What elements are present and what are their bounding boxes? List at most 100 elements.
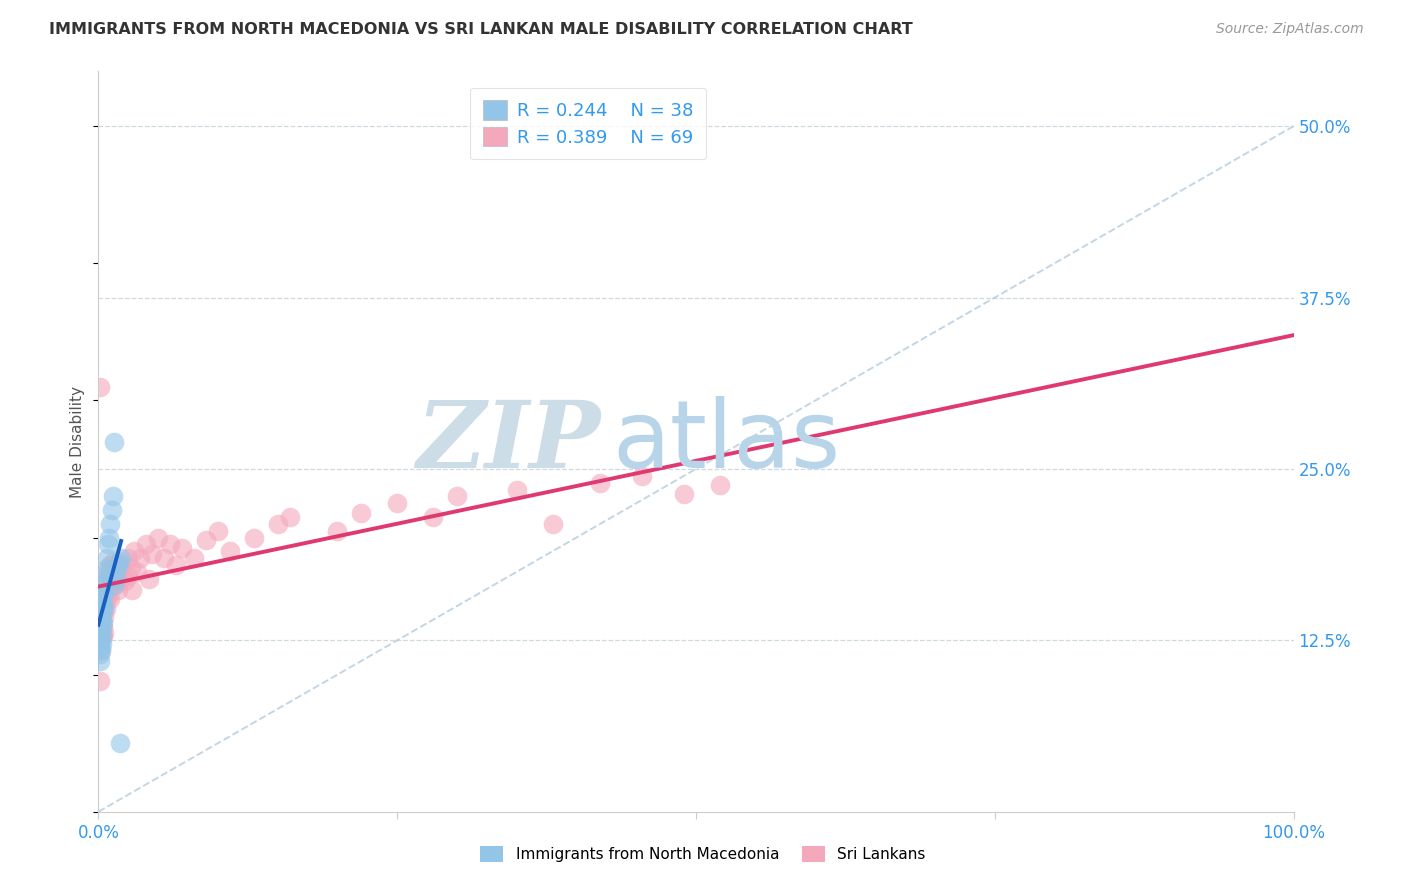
- Point: [93, 592, 115, 607]
- Point: [91, 585, 114, 599]
- Point: [107, 555, 129, 569]
- Point: [90, 643, 112, 657]
- Point: [101, 489, 124, 503]
- Point: [129, 551, 152, 566]
- Point: [97, 569, 120, 583]
- Text: ZIP: ZIP: [416, 397, 600, 486]
- Point: [91, 613, 114, 627]
- Point: [98, 558, 122, 572]
- Point: [148, 531, 170, 545]
- Point: [422, 510, 444, 524]
- Point: [385, 496, 409, 510]
- Point: [138, 572, 160, 586]
- Point: [107, 574, 129, 589]
- Point: [89, 626, 111, 640]
- Point: [90, 613, 112, 627]
- Point: [91, 629, 114, 643]
- Point: [105, 572, 128, 586]
- Point: [89, 633, 111, 648]
- Point: [98, 574, 122, 589]
- Point: [267, 516, 290, 531]
- Point: [165, 558, 187, 572]
- Point: [107, 558, 129, 572]
- Point: [631, 468, 654, 483]
- Point: [111, 558, 134, 572]
- Text: atlas: atlas: [613, 395, 841, 488]
- Point: [96, 592, 118, 607]
- Point: [94, 602, 117, 616]
- Point: [326, 524, 349, 538]
- Point: [100, 503, 122, 517]
- Point: [93, 602, 115, 616]
- Point: [125, 565, 148, 579]
- Point: [91, 615, 114, 630]
- Point: [117, 551, 139, 566]
- Point: [91, 629, 114, 643]
- Point: [195, 533, 218, 548]
- Point: [91, 626, 114, 640]
- Point: [90, 619, 112, 633]
- Text: Source: ZipAtlas.com: Source: ZipAtlas.com: [1216, 22, 1364, 37]
- Point: [90, 626, 112, 640]
- Point: [90, 606, 112, 620]
- Y-axis label: Male Disability: Male Disability: [70, 385, 86, 498]
- Point: [101, 555, 124, 569]
- Point: [98, 582, 121, 597]
- Point: [135, 537, 157, 551]
- Point: [159, 537, 181, 551]
- Point: [673, 486, 696, 500]
- Point: [94, 574, 117, 589]
- Point: [183, 551, 205, 566]
- Point: [278, 510, 301, 524]
- Point: [103, 578, 125, 592]
- Point: [97, 537, 120, 551]
- Point: [93, 588, 115, 602]
- Point: [91, 619, 114, 633]
- Point: [89, 674, 111, 689]
- Point: [541, 516, 564, 531]
- Point: [93, 626, 115, 640]
- Point: [91, 602, 114, 616]
- Point: [103, 565, 125, 579]
- Point: [93, 578, 115, 592]
- Point: [91, 613, 114, 627]
- Point: [114, 574, 136, 589]
- Point: [141, 547, 163, 561]
- Point: [153, 551, 176, 566]
- Point: [243, 531, 266, 545]
- Point: [100, 560, 122, 574]
- Point: [506, 483, 529, 497]
- Legend: Immigrants from North Macedonia, Sri Lankans: Immigrants from North Macedonia, Sri Lan…: [474, 840, 932, 868]
- Point: [117, 569, 139, 583]
- Point: [207, 524, 229, 538]
- Point: [105, 565, 128, 579]
- Point: [93, 610, 115, 624]
- Point: [98, 592, 122, 607]
- Point: [105, 572, 128, 586]
- Point: [103, 434, 125, 449]
- Point: [91, 619, 114, 633]
- Point: [97, 588, 120, 602]
- Point: [219, 544, 242, 558]
- Point: [94, 565, 117, 579]
- Point: [101, 574, 124, 589]
- Point: [96, 574, 118, 589]
- Point: [108, 565, 131, 579]
- Text: IMMIGRANTS FROM NORTH MACEDONIA VS SRI LANKAN MALE DISABILITY CORRELATION CHART: IMMIGRANTS FROM NORTH MACEDONIA VS SRI L…: [49, 22, 912, 37]
- Point: [104, 578, 127, 592]
- Point: [91, 592, 114, 607]
- Point: [120, 560, 142, 574]
- Point: [107, 582, 129, 597]
- Point: [89, 380, 111, 394]
- Point: [124, 544, 146, 558]
- Point: [96, 551, 118, 566]
- Point: [90, 633, 112, 648]
- Point: [91, 637, 114, 651]
- Point: [96, 560, 118, 574]
- Point: [98, 565, 121, 579]
- Point: [350, 506, 373, 520]
- Point: [709, 478, 731, 492]
- Point: [446, 489, 468, 503]
- Point: [98, 531, 121, 545]
- Point: [91, 599, 114, 613]
